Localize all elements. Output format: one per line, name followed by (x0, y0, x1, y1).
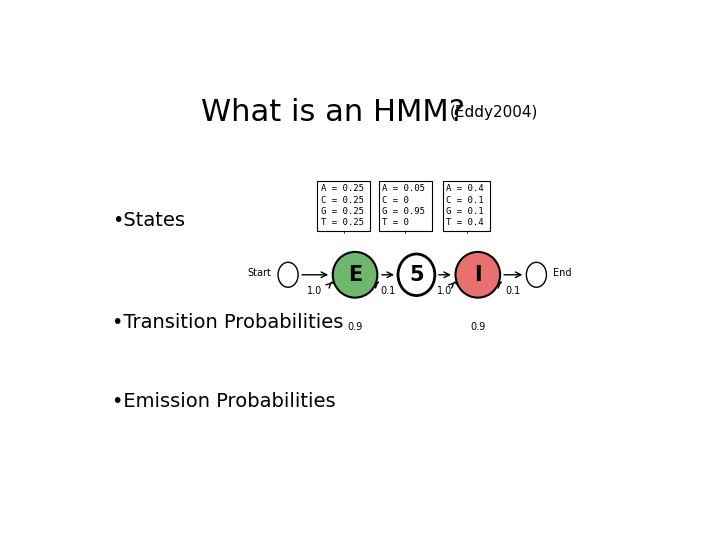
Text: T = 0.25: T = 0.25 (320, 218, 364, 227)
Ellipse shape (278, 262, 298, 287)
Text: I: I (474, 265, 482, 285)
Text: G = 0.95: G = 0.95 (382, 207, 425, 215)
Bar (318, 181, 370, 231)
Text: •Transition Probabilities: •Transition Probabilities (112, 313, 343, 332)
Text: End: End (553, 268, 572, 278)
Text: C = 0: C = 0 (382, 195, 409, 205)
Text: Start: Start (248, 268, 271, 278)
Text: 0.9: 0.9 (348, 322, 363, 332)
Text: 5: 5 (409, 265, 424, 285)
Text: E: E (348, 265, 362, 285)
Text: T = 0.4: T = 0.4 (446, 218, 484, 227)
Text: •Emission Probabilities: •Emission Probabilities (112, 392, 336, 411)
Ellipse shape (333, 252, 377, 298)
Bar (443, 181, 490, 231)
Ellipse shape (456, 252, 500, 298)
Text: 0.1: 0.1 (380, 286, 395, 296)
Text: (Eddy2004): (Eddy2004) (450, 105, 539, 120)
Text: 1.0: 1.0 (307, 286, 323, 296)
Text: 0.9: 0.9 (470, 322, 485, 332)
Text: G = 0.1: G = 0.1 (446, 207, 484, 215)
Text: A = 0.05: A = 0.05 (382, 185, 425, 193)
Bar (379, 181, 432, 231)
Ellipse shape (398, 254, 435, 295)
Text: 0.1: 0.1 (505, 286, 521, 296)
Text: T = 0: T = 0 (382, 218, 409, 227)
Text: What is an HMM?: What is an HMM? (201, 98, 464, 127)
Text: C = 0.25: C = 0.25 (320, 195, 364, 205)
Text: A = 0.4: A = 0.4 (446, 185, 484, 193)
Text: C = 0.1: C = 0.1 (446, 195, 484, 205)
Text: 1.0: 1.0 (437, 286, 452, 296)
Text: A = 0.25: A = 0.25 (320, 185, 364, 193)
Text: G = 0.25: G = 0.25 (320, 207, 364, 215)
Text: •States: •States (112, 211, 185, 230)
Ellipse shape (526, 262, 546, 287)
